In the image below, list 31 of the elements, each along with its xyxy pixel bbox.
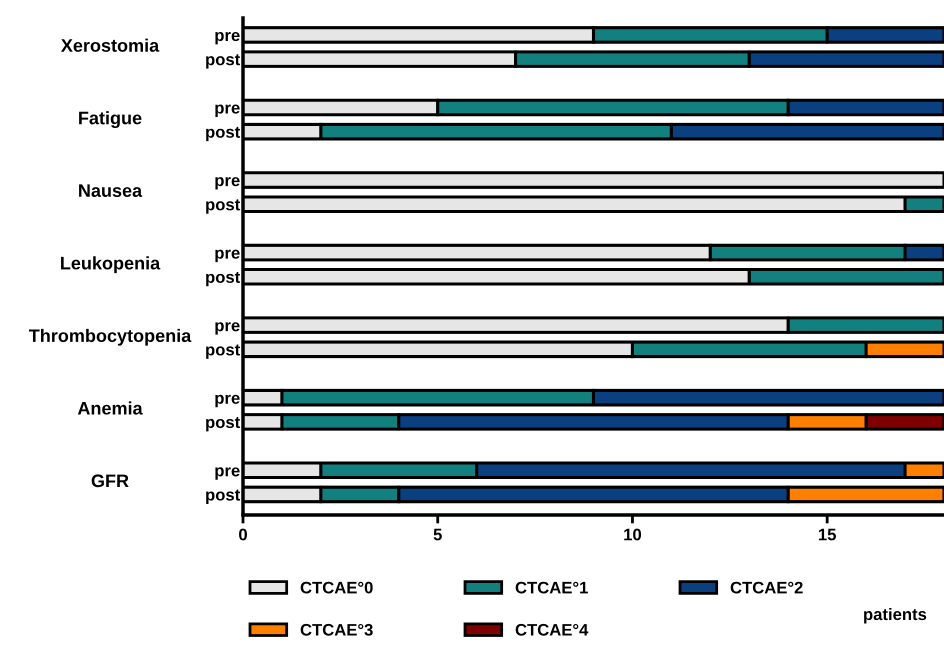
y-tick-label: pre <box>215 104 240 117</box>
y-tick-label: pre <box>215 177 240 190</box>
x-axis-title: patients <box>864 608 926 624</box>
y-tick-label: pre <box>215 394 240 408</box>
y-tick-label: pre <box>215 322 240 335</box>
legend-label: CTCAE°1 <box>516 582 588 594</box>
text: Xerostomia <box>60 38 160 52</box>
y-tick-label: post <box>206 417 240 432</box>
y-tick-label: pre <box>215 467 240 480</box>
text: Thrombocytopenia <box>28 328 192 346</box>
y-tick-label: pre <box>215 250 240 262</box>
legend-label: CTCAE°0 <box>300 582 373 594</box>
text: GFR <box>92 474 129 488</box>
y-tick-label: pre <box>215 32 240 44</box>
y-tick-label: post <box>206 272 240 286</box>
x-tick-label: 5 <box>434 528 442 540</box>
text: Nausea <box>79 184 142 197</box>
x-tick-label: 15 <box>818 528 836 540</box>
legend-label: CTCAE°4 <box>516 624 588 636</box>
legend-label: CTCAE°3 <box>300 624 373 636</box>
y-tick-label: post <box>206 344 240 359</box>
y-tick-label: post <box>206 126 240 142</box>
y-tick-label: post <box>206 490 240 504</box>
text: Anemia <box>78 401 143 415</box>
y-tick-label: post <box>206 199 240 214</box>
text: Leukopenia <box>61 256 160 274</box>
text: Fatigue <box>79 111 142 128</box>
x-tick-label: 10 <box>624 528 642 540</box>
y-tick-label: post <box>206 54 240 69</box>
legend-label: CTCAE°2 <box>730 582 803 594</box>
x-tick-label: 0 <box>239 528 247 540</box>
